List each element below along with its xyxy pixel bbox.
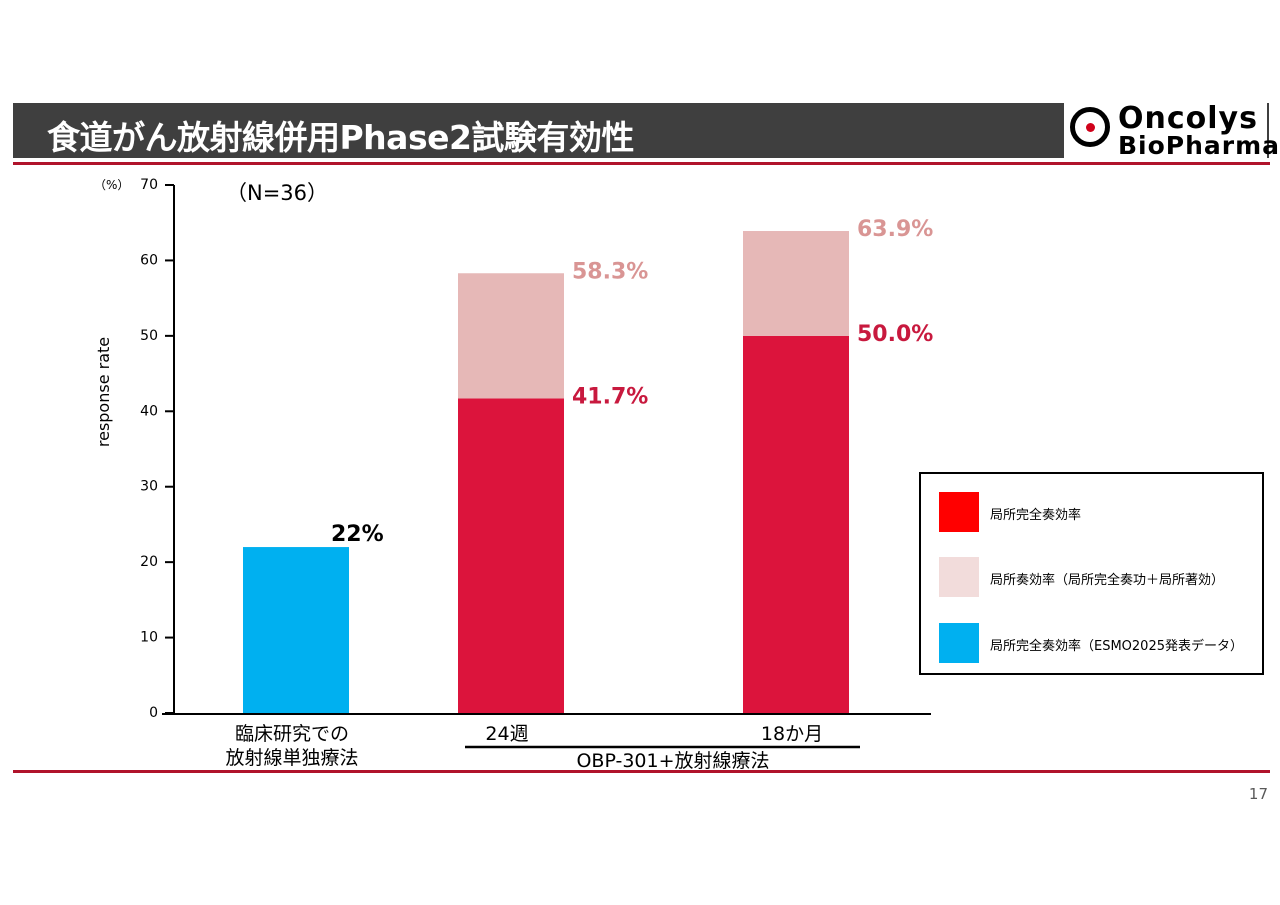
legend-swatch: [939, 557, 979, 597]
category-label: 放射線単独療法: [225, 747, 358, 769]
y-tick-label: 50: [140, 328, 158, 344]
y-tick-label: 10: [140, 630, 158, 646]
logo-ring-icon: [1070, 107, 1110, 147]
data-label: 58.3%: [572, 259, 648, 284]
data-label: 22%: [331, 522, 384, 547]
y-tick-label: 70: [140, 177, 158, 193]
bottom-divider: [13, 770, 1270, 773]
y-tick-label: 0: [149, 705, 158, 721]
y-axis-title: response rate: [94, 337, 113, 447]
company-logo: Oncolys BioPharma: [1064, 101, 1279, 160]
logo-text-line2: BioPharma: [1118, 131, 1280, 160]
category-label: 18か月: [761, 723, 823, 745]
title-bar: 食道がん放射線併用Phase2試験有効性 Oncolys BioPharma: [13, 101, 1279, 160]
legend-item-local-response: 局所奏効率（局所完全奏功＋局所著効）: [939, 557, 1259, 597]
y-unit-label: （%）: [94, 178, 129, 192]
logo-dot-icon: [1086, 123, 1095, 132]
category-label: 24週: [485, 723, 528, 745]
y-tick-label: 20: [140, 554, 158, 570]
legend-item-local-complete-response: 局所完全奏効率: [939, 492, 1259, 532]
data-label: 41.7%: [572, 384, 648, 409]
data-label: 50.0%: [857, 322, 933, 347]
bar-segment: [743, 335, 849, 713]
data-label: 63.9%: [857, 217, 933, 242]
legend-label: 局所完全奏効率（ESMO2025発表データ）: [990, 639, 1243, 654]
bar-segment: [743, 231, 849, 336]
legend-label: 局所奏効率（局所完全奏功＋局所著効）: [990, 573, 1225, 588]
legend-swatch: [939, 623, 979, 663]
legend-label: 局所完全奏効率: [990, 508, 1082, 523]
page-title: 食道がん放射線併用Phase2試験有効性: [47, 118, 634, 157]
group-label: OBP-301+放射線療法: [576, 750, 769, 772]
legend-item-esmo2025: 局所完全奏効率（ESMO2025発表データ）: [939, 623, 1259, 663]
y-tick-label: 60: [140, 252, 158, 268]
page-number: 17: [1248, 785, 1268, 803]
logo-text-line1: Oncolys: [1118, 101, 1258, 136]
legend-swatch: [939, 492, 979, 532]
y-tick-label: 30: [140, 479, 158, 495]
sample-size-annotation: （N=36）: [226, 181, 328, 205]
bar-segment: [458, 273, 564, 399]
category-label: 臨床研究での: [235, 723, 349, 745]
top-divider: [13, 162, 1270, 165]
y-tick-label: 40: [140, 403, 158, 419]
bar-segment: [458, 398, 564, 713]
chart-legend: 局所完全奏効率 局所奏効率（局所完全奏功＋局所著効） 局所完全奏効率（ESMO2…: [919, 472, 1264, 675]
bar-segment: [243, 547, 349, 713]
